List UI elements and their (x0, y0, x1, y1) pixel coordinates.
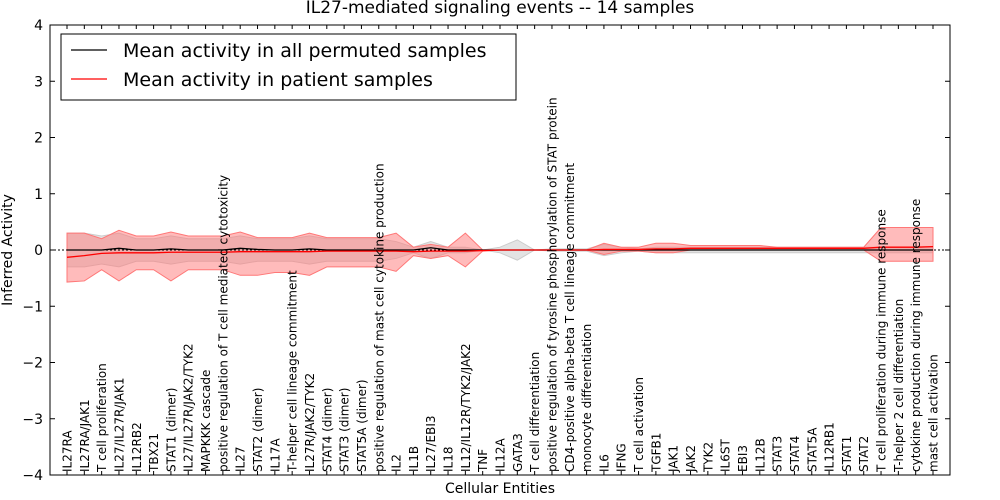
x-tick-label: cytokine production during immune respon… (909, 199, 923, 472)
x-tick-label: STAT3 (771, 436, 785, 472)
legend-label-patient: Mean activity in patient samples (123, 69, 433, 91)
x-tick-label: GATA3 (511, 433, 525, 472)
x-tick-label: TNF (476, 449, 490, 473)
x-tick-label: MAPKKK cascade (199, 370, 213, 472)
x-tick-label: EBI3 (736, 445, 750, 472)
x-tick-label: T-helper cell lineage commitment (286, 270, 300, 473)
x-tick-label: monocyte differentiation (580, 324, 594, 472)
chart-title: IL27-mediated signaling events -- 14 sam… (306, 0, 695, 18)
x-tick-label: IL27RA (61, 430, 75, 472)
legend: Mean activity in all permuted samples Me… (60, 33, 517, 101)
x-tick-label: T cell activation (632, 377, 646, 473)
x-tick-label: positive regulation of T cell mediated c… (216, 175, 230, 472)
x-tick-label: IL27/EBI3 (424, 415, 438, 472)
x-axis-label: Cellular Entities (445, 481, 555, 497)
x-axis-ticks: IL27RA IL27RA/JAK1 T cell proliferation IL2… (61, 25, 941, 475)
x-tick-label: T cell proliferation (95, 363, 109, 473)
legend-label-permuted: Mean activity in all permuted samples (123, 40, 486, 62)
x-tick-label: STAT4 (dimer) (320, 388, 334, 472)
y-tick-label: −2 (22, 356, 43, 372)
x-tick-label: TYK2 (701, 442, 715, 473)
x-tick-label: STAT5A (dimer) (355, 379, 369, 472)
x-tick-label: T-helper 2 cell differentiation (892, 299, 906, 473)
x-tick-label: STAT1 (dimer) (164, 388, 178, 472)
x-tick-label: TGFB1 (649, 433, 663, 473)
series-lines (66, 245, 934, 258)
y-tick-label: −1 (22, 299, 43, 315)
x-tick-label: TBX21 (147, 433, 161, 473)
y-axis-label: Inferred Activity (0, 194, 16, 306)
x-tick-label: IL2 (390, 454, 404, 472)
x-tick-label: IL27R/JAK2/TYK2 (303, 373, 317, 472)
x-tick-label: IFNG (615, 443, 629, 472)
y-tick-label: 0 (34, 243, 43, 259)
x-tick-label: IL1B (407, 446, 421, 472)
x-tick-label: mast cell activation (927, 354, 941, 472)
x-tick-label: IL27 (234, 447, 248, 473)
x-tick-label: STAT4 (788, 436, 802, 472)
x-tick-label: IL27/IL27R/JAK1 (112, 378, 126, 472)
y-tick-label: 1 (34, 187, 43, 203)
y-tick-label: 2 (34, 131, 43, 147)
x-tick-label: JAK1 (667, 445, 681, 473)
x-tick-label: STAT3 (dimer) (338, 388, 352, 472)
x-tick-label: IL6ST (719, 439, 733, 472)
x-tick-label: IL17A (268, 438, 282, 472)
x-tick-label: STAT2 (dimer) (251, 388, 265, 472)
y-tick-label: 3 (34, 74, 43, 90)
legend-box (60, 33, 517, 101)
x-tick-label: STAT5A (805, 427, 819, 472)
patient-band (66, 227, 934, 283)
x-tick-label: IL18 (442, 447, 456, 473)
x-tick-label: IL6 (597, 454, 611, 472)
y-tick-label: −4 (22, 468, 43, 484)
x-tick-label: IL12RB2 (130, 422, 144, 472)
x-tick-label: IL27/IL27R/JAK2/TYK2 (182, 343, 196, 472)
x-tick-label: IL12A (494, 438, 508, 472)
x-tick-label: JAK2 (684, 445, 698, 473)
y-axis-ticks: −4 −3 −2 −1 0 1 2 3 4 (22, 18, 950, 484)
x-tick-label: T cell proliferation during immune respo… (875, 209, 889, 473)
y-tick-label: 4 (34, 18, 43, 34)
x-tick-label: IL12/IL12R/TYK2/JAK2 (459, 343, 473, 472)
x-tick-label: CD4-positive alpha-beta T cell lineage c… (563, 163, 577, 472)
x-tick-label: IL27RA/JAK1 (78, 399, 92, 472)
y-tick-label: −3 (22, 412, 43, 428)
x-tick-label: STAT2 (857, 436, 871, 472)
x-tick-label: IL12RB1 (823, 422, 837, 472)
x-tick-label: IL12B (753, 438, 767, 472)
x-tick-label: STAT1 (840, 436, 854, 472)
x-tick-label: T cell differentiation (528, 352, 542, 473)
x-tick-label: positive regulation of tyrosine phosphor… (545, 97, 559, 472)
patient-mean-line (66, 245, 934, 258)
x-tick-label: positive regulation of mast cell cytokin… (372, 163, 386, 472)
